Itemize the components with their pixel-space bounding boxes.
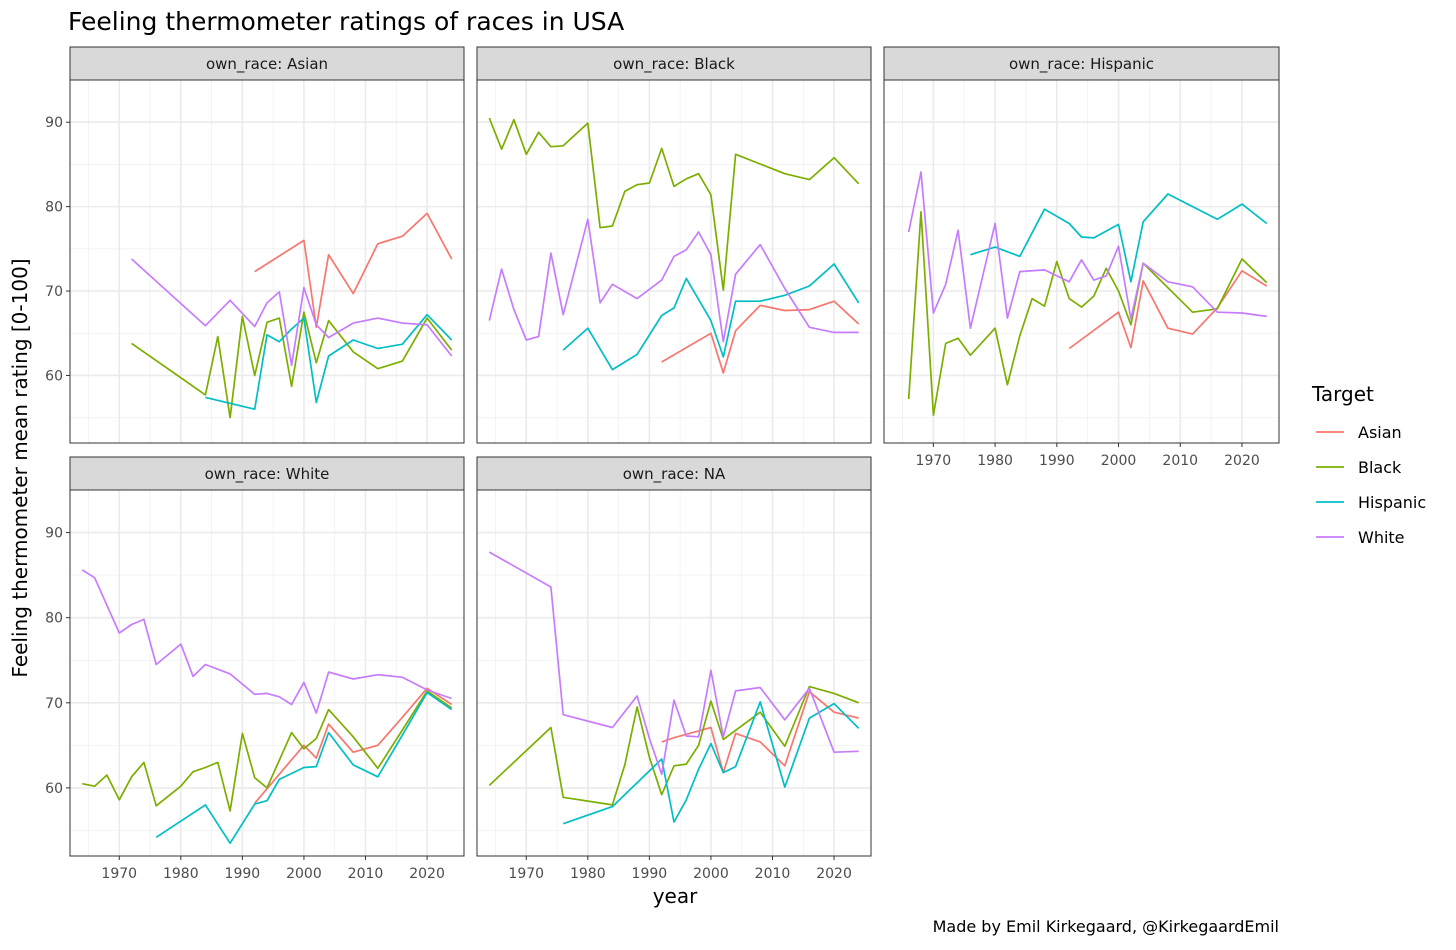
x-tick-label: 1970 xyxy=(101,866,137,882)
series-line-asian xyxy=(661,300,860,374)
facet-strip xyxy=(476,46,872,81)
facet-strip-label: own_race: White xyxy=(205,465,330,484)
x-tick-label: 1970 xyxy=(508,866,544,882)
x-tick-label: 2020 xyxy=(1224,453,1260,469)
series-line-white xyxy=(131,258,453,367)
facet-strip xyxy=(883,46,1280,81)
y-tick-label: 60 xyxy=(45,781,63,797)
x-tick-label: 2000 xyxy=(693,866,729,882)
legend-title: Target xyxy=(1311,382,1374,406)
y-tick-label: 80 xyxy=(45,611,63,627)
facet-strip-label: own_race: Black xyxy=(613,55,735,74)
series-line-hispanic xyxy=(155,691,453,845)
x-tick-label: 2010 xyxy=(348,866,384,882)
x-tick-label: 1990 xyxy=(632,866,668,882)
x-axis-title: year xyxy=(653,884,698,908)
panel-border xyxy=(883,79,1280,444)
series-line-asian xyxy=(254,212,453,329)
series-line-hispanic xyxy=(562,701,860,825)
series-line-black xyxy=(907,210,1268,416)
facet-panel-asian: own_race: Asian 60 70 80 90 xyxy=(45,46,465,444)
y-tick-label: 70 xyxy=(45,696,63,712)
series-line-black xyxy=(82,690,453,812)
y-tick-label: 90 xyxy=(45,526,63,542)
facet-panel-black: own_race: Black xyxy=(476,46,872,444)
series-line-white xyxy=(488,551,859,776)
panel-border xyxy=(476,79,872,444)
x-tick-label: 1990 xyxy=(1039,453,1075,469)
series-line-white xyxy=(81,569,452,714)
y-axis-title: Feeling thermometer mean rating [0-100] xyxy=(8,258,32,677)
x-tick-label: 2010 xyxy=(1162,453,1198,469)
panel-border xyxy=(476,489,872,857)
x-tick-label: 2010 xyxy=(755,866,791,882)
series-line-asian xyxy=(661,690,859,774)
facet-strip xyxy=(69,46,465,81)
y-tick-label: 70 xyxy=(45,284,63,300)
legend-label-asian: Asian xyxy=(1358,423,1402,442)
x-tick-label: 1970 xyxy=(916,453,952,469)
series-line-hispanic xyxy=(205,313,453,411)
chart-title: Feeling thermometer ratings of races in … xyxy=(68,7,624,36)
x-tick-label: 1980 xyxy=(163,866,199,882)
y-tick-label: 90 xyxy=(45,115,63,131)
y-tick-label: 60 xyxy=(45,368,63,384)
y-tick-label: 80 xyxy=(45,200,63,216)
facet-panel-hispanic: own_race: Hispanic 1970 1980 1990 2000 2010 20… xyxy=(883,46,1280,469)
series-line-asian xyxy=(1068,269,1268,350)
legend-label-white: White xyxy=(1358,528,1405,547)
x-tick-label: 1990 xyxy=(225,866,261,882)
facet-strip xyxy=(476,456,872,491)
facet-strip-label: own_race: Hispanic xyxy=(1009,55,1154,74)
facet-panel-white: own_race: White 60 70 80 90 1970 1980 1990 2000 2… xyxy=(45,456,465,882)
legend-label-hispanic: Hispanic xyxy=(1358,493,1426,512)
facet-strip-label: own_race: NA xyxy=(623,465,726,484)
x-tick-label: 2020 xyxy=(409,866,445,882)
x-tick-label: 2000 xyxy=(1101,453,1137,469)
legend: Target Asian Black Hispanic White xyxy=(1311,382,1426,547)
chart-caption: Made by Emil Kirkegaard, @KirkegaardEmil xyxy=(933,917,1279,936)
legend-label-black: Black xyxy=(1358,458,1402,477)
panel-border xyxy=(69,489,465,857)
facet-strip-label: own_race: Asian xyxy=(206,55,328,74)
series-line-asian xyxy=(254,687,453,804)
series-line-white xyxy=(488,218,859,343)
series-line-black xyxy=(131,311,453,419)
series-line-black xyxy=(488,685,860,806)
series-line-white xyxy=(907,171,1267,330)
x-tick-label: 1980 xyxy=(977,453,1013,469)
facet-strip xyxy=(69,456,465,491)
series-line-black xyxy=(488,117,860,292)
panel-border xyxy=(69,79,465,444)
x-tick-label: 2020 xyxy=(816,866,852,882)
facet-panel-na: own_race: NA 1970 1980 1990 2000 2010 2020 xyxy=(476,456,872,882)
x-tick-label: 2000 xyxy=(286,866,322,882)
series-line-hispanic xyxy=(970,193,1268,283)
facet-panels: own_race: Asian 60 70 80 90 own_race: Black ow… xyxy=(45,46,1280,882)
series-line-hispanic xyxy=(562,263,860,371)
x-tick-label: 1980 xyxy=(570,866,606,882)
